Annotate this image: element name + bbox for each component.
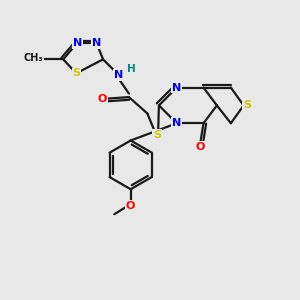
Text: O: O bbox=[98, 94, 107, 103]
Text: S: S bbox=[243, 100, 251, 110]
Text: O: O bbox=[126, 201, 135, 211]
Text: O: O bbox=[196, 142, 205, 152]
Text: CH₃: CH₃ bbox=[24, 53, 43, 64]
Text: N: N bbox=[73, 38, 82, 48]
Text: H: H bbox=[127, 64, 135, 74]
Text: S: S bbox=[153, 130, 161, 140]
Text: N: N bbox=[92, 38, 101, 48]
Text: N: N bbox=[172, 82, 182, 93]
Text: S: S bbox=[72, 68, 80, 78]
Text: N: N bbox=[172, 118, 182, 128]
Text: N: N bbox=[114, 70, 123, 80]
